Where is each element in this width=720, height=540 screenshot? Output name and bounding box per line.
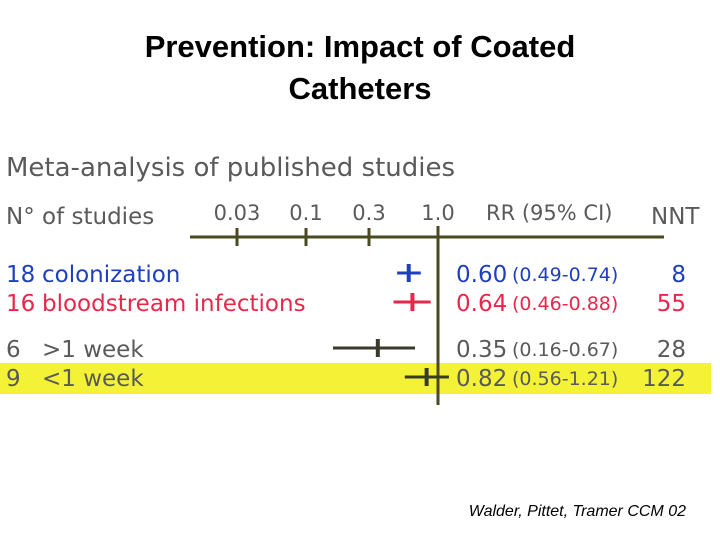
x-tick-label-1: 0.1 bbox=[289, 201, 322, 225]
slide-title-line-1: Prevention: Impact of Coated bbox=[144, 29, 576, 64]
column-header-nnt: NNT bbox=[651, 204, 700, 230]
ci-label-0: (0.49-0.74) bbox=[512, 264, 618, 286]
ci-label-3: (0.56-1.21) bbox=[512, 368, 618, 390]
row-label-1: bloodstream infections bbox=[42, 291, 306, 317]
x-tick-label-0: 0.03 bbox=[214, 201, 261, 225]
row-label-0: colonization bbox=[42, 262, 180, 288]
highlight-band-3 bbox=[0, 363, 711, 394]
slide-title: Prevention: Impact of Coated Catheters bbox=[0, 26, 720, 110]
x-tick-label-3: 1.0 bbox=[421, 201, 454, 225]
citation: Walder, Pittet, Tramer CCM 02 bbox=[468, 503, 686, 520]
chart-title: Meta-analysis of published studies bbox=[6, 153, 455, 183]
row-n-1: 16 bbox=[6, 291, 35, 317]
nnt-value-1: 55 bbox=[657, 291, 686, 317]
rr-value-1: 0.64 bbox=[456, 291, 507, 317]
row-label-3: <1 week bbox=[42, 366, 144, 392]
ci-label-1: (0.46-0.88) bbox=[512, 293, 618, 315]
ci-label-2: (0.16-0.67) bbox=[512, 339, 618, 361]
rr-value-0: 0.60 bbox=[456, 262, 507, 288]
nnt-value-0: 8 bbox=[671, 262, 686, 288]
x-tick-label-2: 0.3 bbox=[352, 201, 385, 225]
rr-value-2: 0.35 bbox=[456, 337, 507, 363]
column-header-rr: RR (95% CI) bbox=[486, 201, 612, 225]
row-n-2: 6 bbox=[6, 337, 21, 363]
row-n-3: 9 bbox=[6, 366, 21, 392]
nnt-value-3: 122 bbox=[642, 366, 686, 392]
row-n-0: 18 bbox=[6, 262, 35, 288]
row-label-2: >1 week bbox=[42, 337, 144, 363]
rr-value-3: 0.82 bbox=[456, 366, 507, 392]
nnt-value-2: 28 bbox=[657, 337, 686, 363]
column-header-studies: N° of studies bbox=[6, 204, 154, 230]
slide-title-line-2: Catheters bbox=[288, 71, 432, 106]
